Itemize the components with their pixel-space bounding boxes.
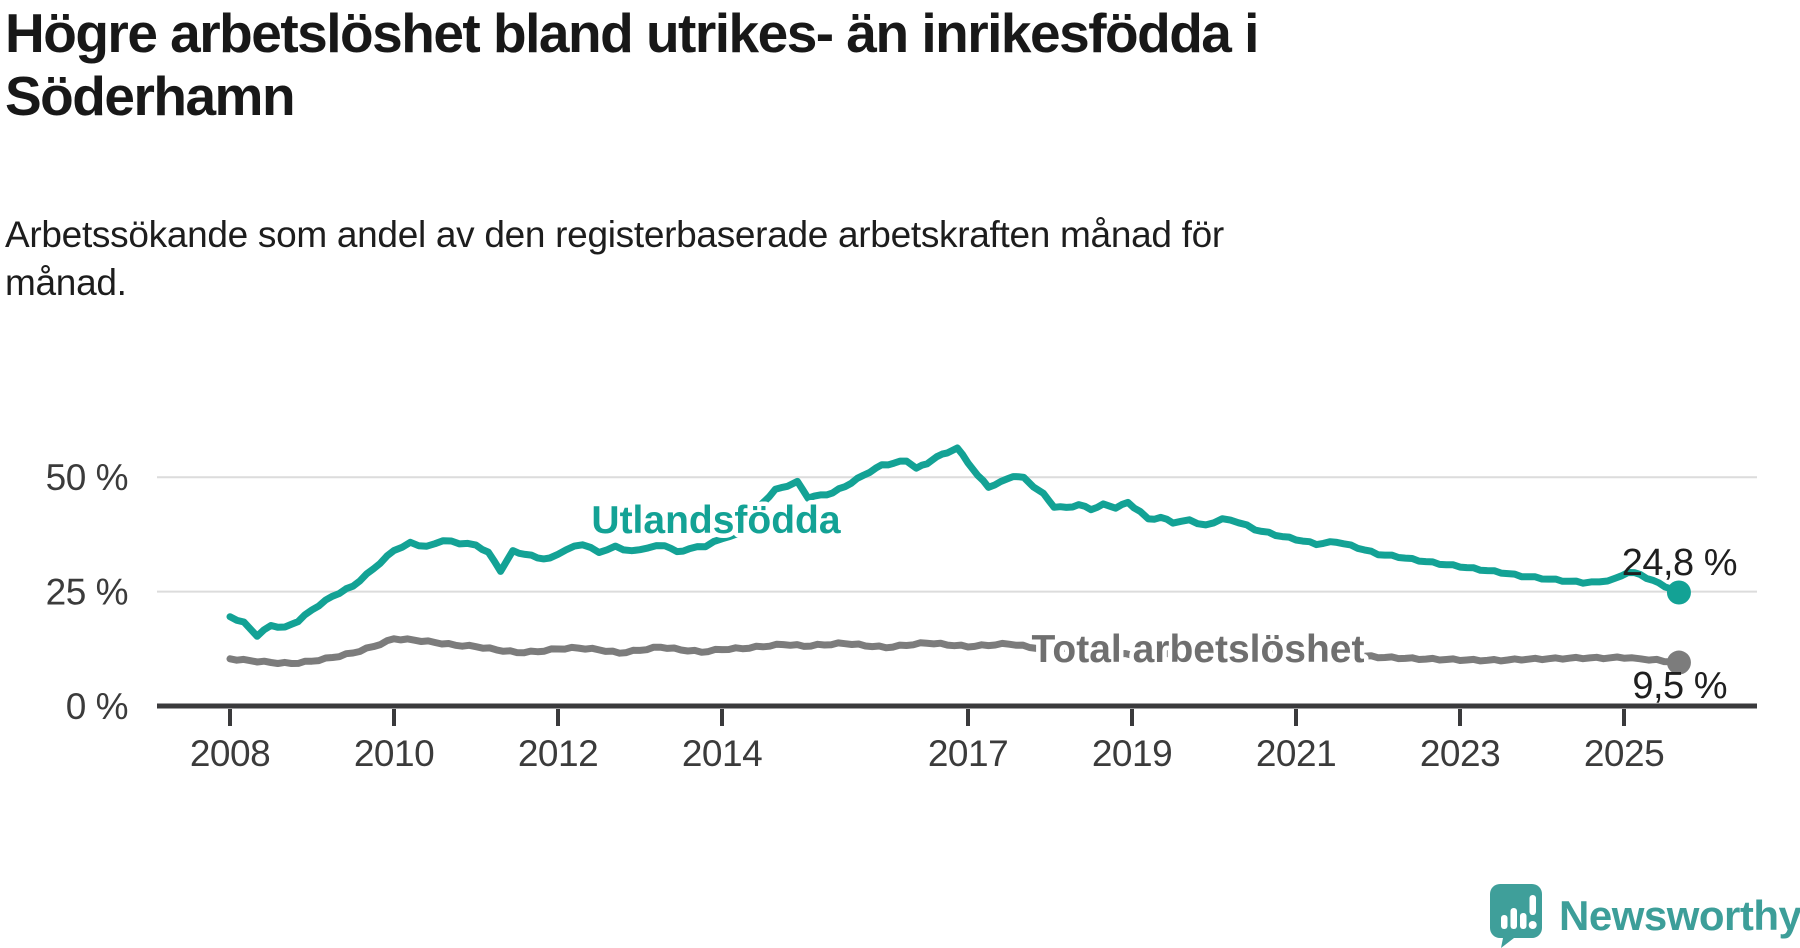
end-value-label-foreign-born: 24,8 % xyxy=(1622,542,1737,584)
series-end-dot-total xyxy=(1666,650,1691,675)
newsworthy-wordmark: Newsworthy xyxy=(1559,892,1800,939)
y-tick-label: 0 % xyxy=(66,686,128,727)
series-end-dot-foreign-born xyxy=(1666,580,1691,605)
data-series xyxy=(226,444,1691,675)
newsworthy-logo: Newsworthy xyxy=(1490,884,1800,948)
series-line-total xyxy=(226,635,1683,667)
end-value-label-total: 9,5 % xyxy=(1632,665,1727,707)
y-tick-label: 50 % xyxy=(46,457,128,498)
x-tick-label: 2012 xyxy=(518,733,598,774)
x-tick-label: 2014 xyxy=(682,733,762,774)
y-tick-label: 25 % xyxy=(46,572,128,613)
x-tick-label: 2025 xyxy=(1584,733,1664,774)
x-tick-label: 2023 xyxy=(1420,733,1500,774)
gridlines: 0 % 25 % 50 % xyxy=(46,457,1757,727)
chart-subtitle: Arbetssökande som andel av den registerb… xyxy=(5,214,1224,303)
series-label-foreign-born: Utlandsfödda xyxy=(591,499,840,542)
series-label-total: Total arbetslöshet xyxy=(1031,628,1364,671)
newsworthy-speech-bubble-chart-icon xyxy=(1490,884,1542,948)
chart-labels: Utlandsfödda Total arbetslöshet 24,8 % 9… xyxy=(587,495,1738,708)
x-axis: 2008 2010 2012 2014 2017 2019 2021 2023 2025 xyxy=(157,703,1757,774)
x-tick-label: 2021 xyxy=(1256,733,1336,774)
x-tick-label: 2008 xyxy=(190,733,270,774)
x-tick-label: 2019 xyxy=(1092,733,1172,774)
page-title: Högre arbetslöshet bland utrikes- än inr… xyxy=(5,2,1259,127)
series-line-foreign-born xyxy=(226,444,1683,640)
x-tick-label: 2010 xyxy=(354,733,434,774)
x-tick-label: 2017 xyxy=(928,733,1008,774)
